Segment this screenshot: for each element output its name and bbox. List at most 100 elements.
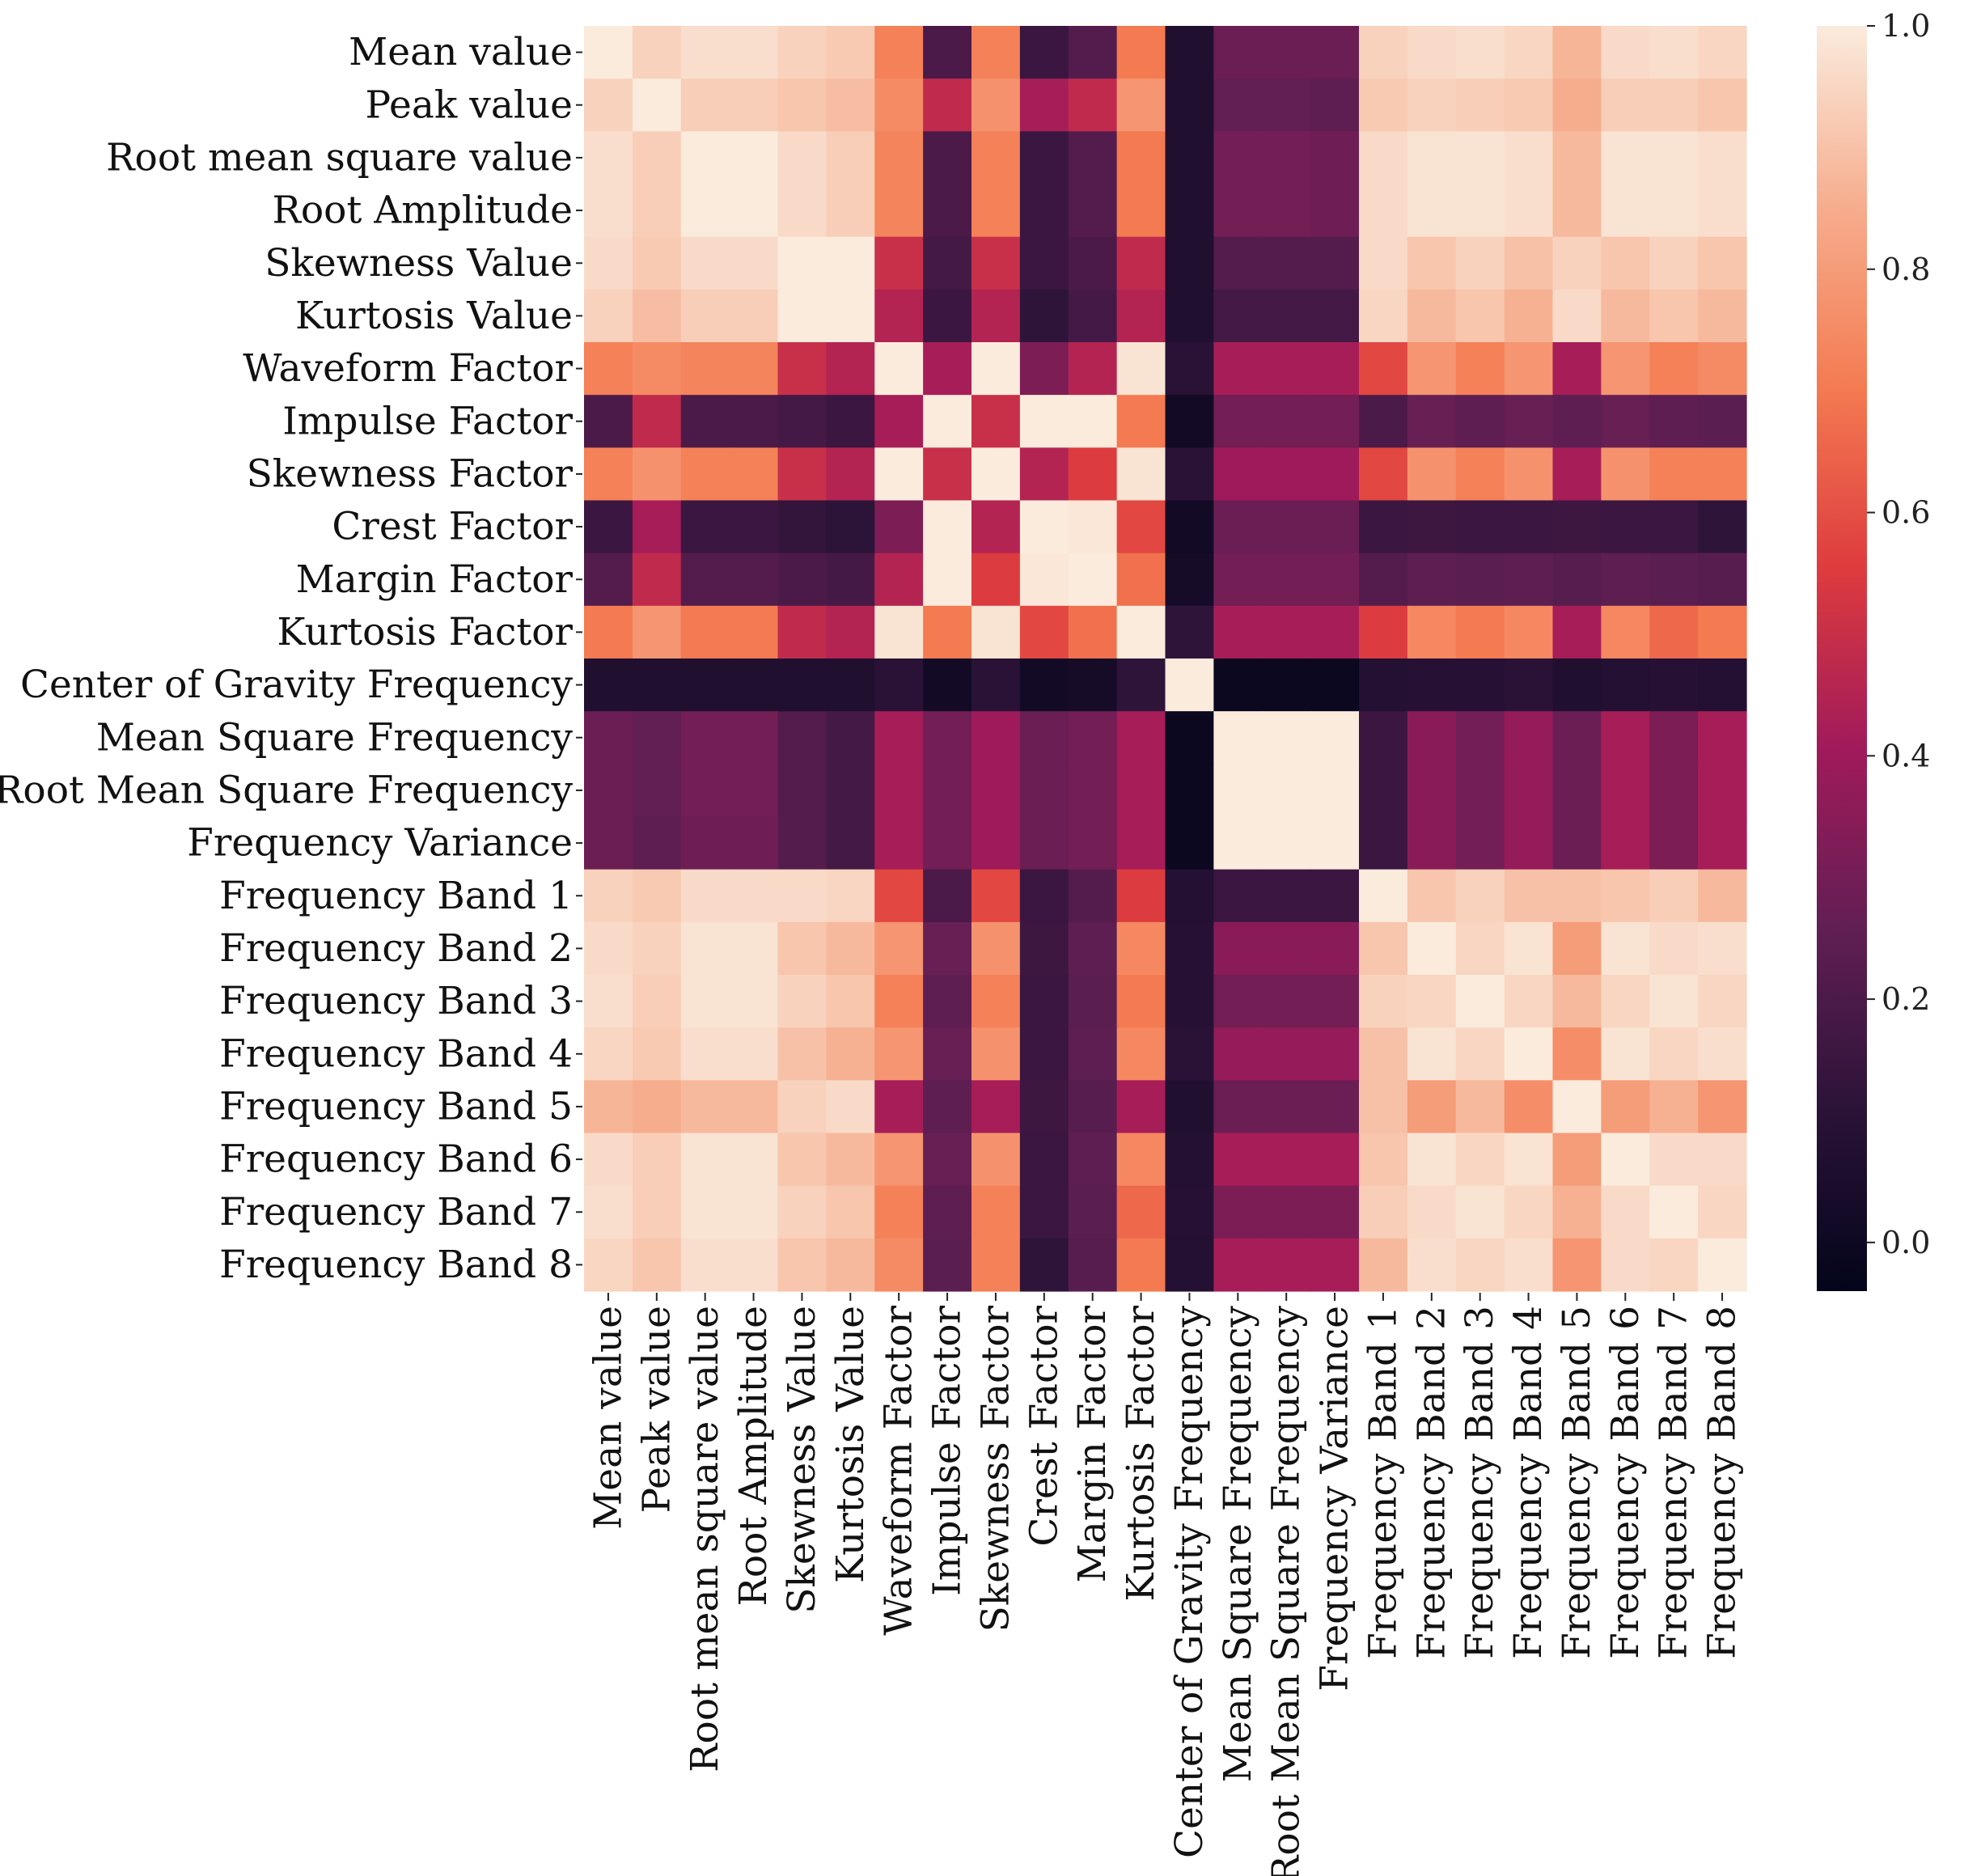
heatmap-cell-r16-c16 [1359,869,1408,923]
heatmap-cell-r14-c5 [826,764,875,818]
heatmap-cell-r22-c18 [1455,1185,1505,1239]
heatmap-cell-r23-c12 [1165,1238,1214,1292]
heatmap-cell-r19-c10 [1068,1027,1118,1081]
heatmap-cell-r12-c13 [1213,659,1263,712]
heatmap-cell-r11-c21 [1601,605,1650,659]
heatmap-cell-r17-c6 [874,921,924,976]
heatmap-cell-r21-c9 [1019,1133,1069,1187]
heatmap-cell-r17-c14 [1262,921,1311,976]
heatmap-cell-r2-c5 [826,131,875,185]
heatmap-cell-r16-c6 [874,869,924,923]
heatmap-cell-r19-c21 [1601,1027,1650,1081]
heatmap-cell-r19-c5 [826,1027,875,1081]
heatmap-cell-r5-c12 [1165,289,1214,343]
heatmap-cell-r18-c12 [1165,975,1214,1028]
heatmap-cell-r20-c11 [1116,1080,1166,1134]
heatmap-cell-r4-c20 [1552,236,1602,290]
heatmap-cell-r19-c9 [1019,1027,1069,1081]
heatmap-cell-r18-c15 [1310,975,1360,1028]
heatmap-cell-r22-c0 [584,1185,633,1239]
heatmap-cell-r2-c16 [1359,131,1408,185]
heatmap-cell-r9-c3 [729,500,779,554]
heatmap-cell-r15-c7 [923,816,972,870]
heatmap-cell-r20-c13 [1213,1080,1263,1134]
heatmap-cell-r3-c2 [680,184,730,238]
heatmap-cell-r17-c12 [1165,921,1214,976]
heatmap-cell-r14-c8 [971,764,1021,818]
heatmap-cell-r3-c15 [1310,184,1360,238]
heatmap-cell-r18-c10 [1068,975,1118,1028]
heatmap-cell-r6-c0 [584,342,633,396]
heatmap-cell-r9-c8 [971,500,1021,554]
heatmap-cell-r8-c15 [1310,447,1360,502]
heatmap-cell-r17-c4 [777,921,827,976]
y-label-mean-square-frequency: Mean Square Frequency [96,715,574,760]
heatmap-cell-r1-c16 [1359,78,1408,132]
heatmap-cell-r18-c6 [874,975,924,1028]
y-label-frequency-variance: Frequency Variance [187,821,573,866]
y-axis-tick-labels: Mean value Peak value Root mean square val… [0,30,582,1287]
heatmap-cell-r1-c11 [1116,78,1166,132]
heatmap-cell-r20-c19 [1504,1080,1554,1134]
heatmap-cell-r0-c11 [1116,26,1166,79]
heatmap-cell-r17-c11 [1116,921,1166,976]
heatmap-cell-r22-c20 [1552,1185,1602,1239]
heatmap-cell-r22-c2 [680,1185,730,1239]
heatmap-cell-r3-c5 [826,184,875,238]
heatmap-cell-r10-c16 [1359,553,1408,607]
heatmap-cell-r0-c10 [1068,26,1118,79]
heatmap-cell-r8-c18 [1455,447,1505,502]
heatmap-cell-r1-c2 [680,78,730,132]
heatmap-cell-r1-c9 [1019,78,1069,132]
heatmap-cell-r1-c8 [971,78,1021,132]
heatmap-cell-r6-c10 [1068,342,1118,396]
x-label-mean-square-frequency: Mean Square Frequency [1216,1306,1260,1783]
heatmap-cell-r0-c5 [826,26,875,79]
heatmap-cell-r17-c18 [1455,921,1505,976]
heatmap-cell-r16-c11 [1116,869,1166,923]
heatmap-cell-r16-c0 [584,869,633,923]
heatmap-cell-r7-c22 [1649,395,1699,448]
heatmap-cell-r0-c13 [1213,26,1263,79]
heatmap-cell-r20-c21 [1601,1080,1650,1134]
heatmap-cell-r10-c9 [1019,553,1069,607]
heatmap-cell-r18-c11 [1116,975,1166,1028]
colorbar-tick-label-5: 1.0 [1881,8,1930,44]
heatmap-cell-r0-c0 [584,26,633,79]
heatmap-cell-r1-c1 [632,78,682,132]
heatmap-cell-r4-c0 [584,236,633,290]
heatmap-cell-r10-c10 [1068,553,1118,607]
heatmap-cell-r17-c2 [680,921,730,976]
heatmap-cell-r7-c23 [1698,395,1747,448]
heatmap-cell-r14-c15 [1310,764,1360,818]
heatmap-cell-r6-c13 [1213,342,1263,396]
heatmap-cell-r22-c11 [1116,1185,1166,1239]
heatmap-cell-r13-c7 [923,711,972,764]
heatmap-cell-r17-c23 [1698,921,1747,976]
heatmap-cell-r14-c0 [584,764,633,818]
heatmap-cell-r19-c15 [1310,1027,1360,1081]
heatmap-cell-r21-c21 [1601,1133,1650,1187]
heatmap-cell-r23-c22 [1649,1238,1699,1292]
heatmap-cell-r14-c17 [1407,764,1457,818]
heatmap-cell-r9-c19 [1504,500,1554,554]
heatmap-cell-r8-c20 [1552,447,1602,502]
heatmap-cell-r13-c23 [1698,711,1747,764]
heatmap-cell-r11-c1 [632,605,682,659]
heatmap-cell-r6-c1 [632,342,682,396]
heatmap-cell-r0-c3 [729,26,779,79]
y-label-root-mean-square-frequency: Root Mean Square Frequency [0,768,573,812]
x-label-frequency-band-1: Frequency Band 1 [1361,1306,1405,1659]
heatmap-cell-r12-c21 [1601,659,1650,712]
heatmap-cell-r15-c9 [1019,816,1069,870]
heatmap-cell-r20-c9 [1019,1080,1069,1134]
heatmap-cell-r21-c17 [1407,1133,1457,1187]
heatmap-cell-r2-c20 [1552,131,1602,185]
heatmap-cell-r14-c1 [632,764,682,818]
heatmap-cell-r9-c17 [1407,500,1457,554]
x-label-frequency-band-3: Frequency Band 3 [1458,1306,1502,1659]
heatmap-cell-r21-c8 [971,1133,1021,1187]
heatmap-cell-r2-c23 [1698,131,1747,185]
heatmap-cell-r13-c19 [1504,711,1554,764]
